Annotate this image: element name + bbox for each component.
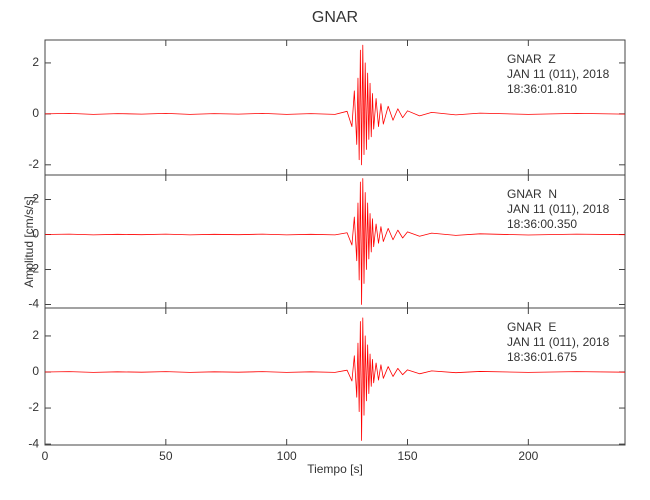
annotation: JAN 11 (011), 2018 [507,335,610,349]
y-tick-label: -2 [28,400,39,414]
y-tick-label: -4 [28,297,39,311]
x-tick-label: 200 [518,449,538,463]
annotation: 18:36:01.810 [507,82,577,96]
x-axis-label: Tiempo [s] [307,462,363,476]
y-tick-label: 0 [32,227,39,241]
y-tick-label: 2 [32,55,39,69]
annotation: GNAR N [507,187,557,201]
y-tick-label: -2 [28,157,39,171]
waveform [44,178,626,305]
annotation: JAN 11 (011), 2018 [507,67,610,81]
panel-frame [44,307,626,446]
y-tick-label: -2 [28,262,39,276]
waveform [44,317,626,441]
chart-title: GNAR [312,9,358,26]
y-tick-label: -4 [28,436,39,450]
annotation: 18:36:00.350 [507,217,577,231]
y-tick-label: 0 [32,364,39,378]
annotation: 18:36:01.675 [507,350,577,364]
y-tick-label: 2 [32,328,39,342]
y-tick-label: 2 [32,192,39,206]
y-axis-label: Amplitud [cm/s/s] [22,196,36,287]
x-tick-label: 50 [159,449,173,463]
annotation: JAN 11 (011), 2018 [507,202,610,216]
x-tick-label: 0 [42,449,49,463]
annotation: GNAR E [507,320,556,334]
y-tick-label: 0 [32,106,39,120]
x-tick-label: 150 [397,449,417,463]
waveform [44,44,626,166]
annotation: GNAR Z [507,52,556,66]
x-tick-label: 100 [277,449,297,463]
